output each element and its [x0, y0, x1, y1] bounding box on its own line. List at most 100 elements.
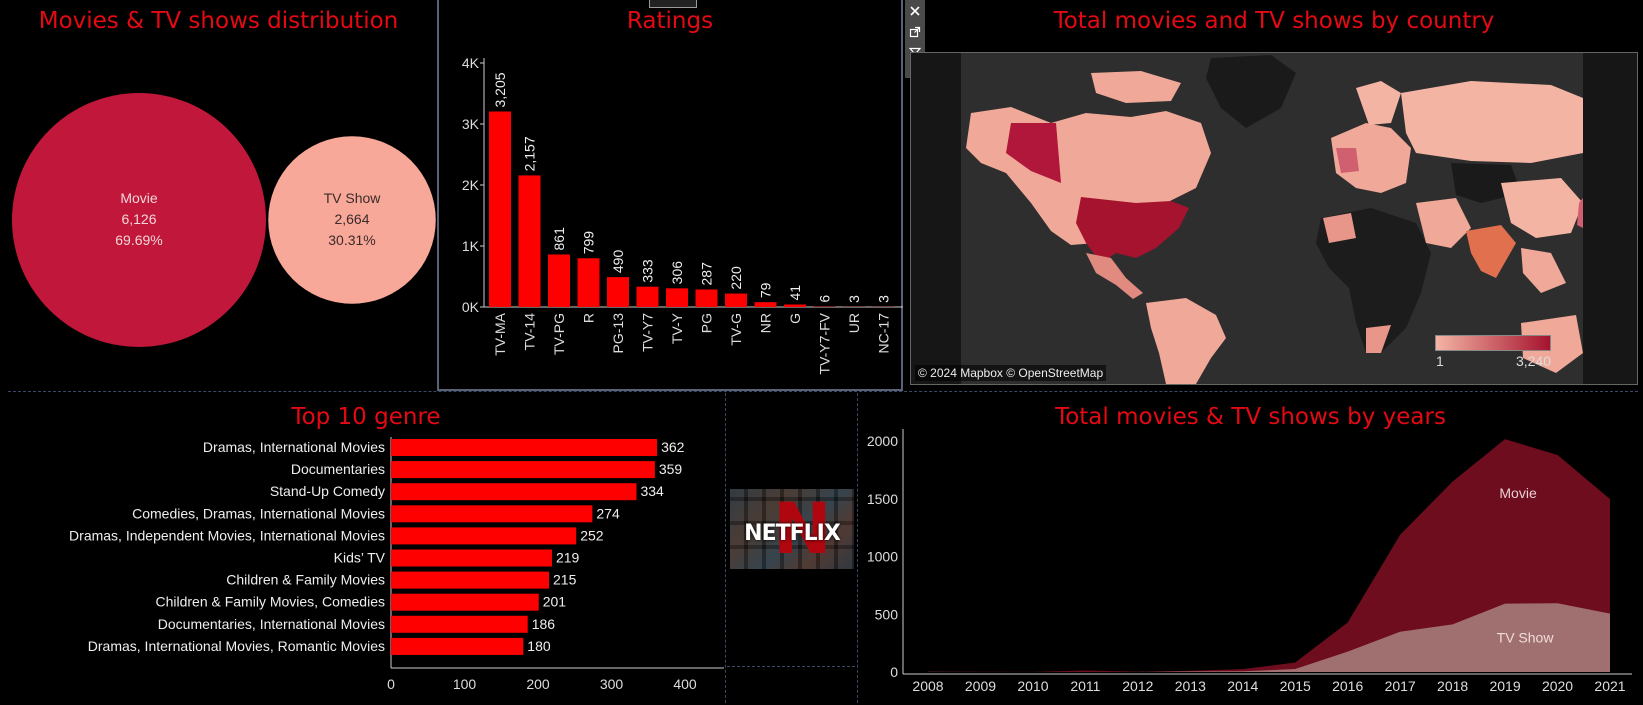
ratings-category-label: TV-Y7-FV: [817, 312, 833, 374]
genre-panel: Top 10 genre Dramas, International Movie…: [0, 393, 725, 705]
years-xtick: 2017: [1385, 678, 1416, 694]
map-legend: 1 3,240: [1435, 335, 1551, 369]
ratings-value-label: 3: [876, 295, 892, 303]
genre-value-label: 274: [596, 505, 620, 521]
bubble-percent-tv-show: 30.31%: [328, 232, 375, 248]
genre-value-label: 252: [580, 527, 604, 543]
genre-category-label: Dramas, Independent Movies, Internationa…: [69, 527, 385, 543]
bubble-chart: Movie 6,126 69.69% TV Show 2,664 30.31%: [12, 93, 436, 347]
years-xtick: 2009: [965, 678, 996, 694]
ratings-category-label: UR: [846, 313, 862, 333]
genre-chart: Dramas, International Movies 362 Documenta…: [69, 437, 724, 692]
world-map[interactable]: [911, 53, 1637, 384]
years-xtick: 2012: [1122, 678, 1153, 694]
ratings-frame[interactable]: [437, 0, 903, 391]
ratings-category-label: TV-G: [728, 313, 744, 346]
genre-xtick: 0: [387, 676, 395, 692]
distribution-title: Movies & TV shows distribution: [38, 8, 399, 34]
years-xtick: 2011: [1070, 678, 1100, 694]
bubble-value-tv-show: 2,664: [334, 211, 369, 227]
genre-category-label: Children & Family Movies, Comedies: [155, 594, 385, 610]
ratings-category-label: PG: [699, 313, 715, 333]
bubble-label-tv-show: TV Show: [324, 190, 382, 206]
ratings-bar: [518, 175, 541, 307]
series-label-movie: Movie: [1499, 485, 1537, 501]
genre-category-label: Stand-Up Comedy: [270, 483, 385, 499]
ratings-panel: Ratings 0K 1K 2K 3K 4K 3,205 TV-MA 2,157 TV-14 86…: [437, 0, 903, 390]
years-xtick: 2020: [1542, 678, 1573, 694]
genre-bar: [391, 439, 658, 456]
genre-bar: [391, 527, 577, 545]
ratings-bar: [784, 304, 806, 307]
bubble-label-movie: Movie: [120, 190, 158, 206]
years-ytick: 0: [890, 664, 898, 680]
genre-title: Top 10 genre: [291, 404, 441, 430]
ratings-value-label: 3,205: [492, 72, 508, 107]
ratings-drag-handle[interactable]: [649, 0, 697, 8]
genre-category-label: Dramas, International Movies, Romantic M…: [88, 638, 385, 654]
ratings-category-label: G: [787, 313, 803, 324]
ratings-value-label: 6: [817, 295, 833, 303]
bubble-tv-show: [268, 136, 436, 304]
genre-xtick: 400: [673, 676, 697, 692]
years-xtick: 2021: [1594, 678, 1625, 694]
ratings-ytick: 4K: [462, 55, 480, 71]
ratings-bar: [754, 302, 777, 307]
years-chart: 0 500 1000 1500 2000 2008 2009 2010 2011 2012 2013…: [867, 429, 1632, 694]
ratings-value-label: 490: [610, 250, 626, 274]
ratings-category-label: PG-13: [610, 313, 626, 354]
ratings-category-label: TV-PG: [551, 313, 567, 355]
years-ytick: 1500: [867, 491, 898, 507]
ratings-ytick: 2K: [462, 177, 480, 193]
map-attribution[interactable]: © 2024 Mapbox © OpenStreetMap: [915, 365, 1107, 381]
years-xtick: 2008: [912, 678, 943, 694]
ratings-bar: [666, 288, 688, 307]
country-panel: Total movies and TV shows by country: [905, 0, 1643, 390]
ratings-category-label: NC-17: [876, 313, 892, 354]
netflix-logo: N NETFLIX: [730, 489, 854, 569]
genre-xtick: 200: [526, 676, 550, 692]
ratings-bar: [489, 111, 511, 308]
ratings-value-label: 220: [728, 266, 744, 290]
ratings-bar: [577, 258, 600, 307]
movie-area: [928, 439, 1610, 672]
ratings-value-label: 861: [551, 227, 567, 251]
ratings-category-label: TV-Y7: [640, 313, 656, 352]
ratings-category-label: R: [581, 313, 597, 323]
ratings-bar: [548, 254, 570, 307]
years-title: Total movies & TV shows by years: [1055, 404, 1446, 430]
ratings-category-label: TV-14: [522, 313, 538, 351]
genre-xtick: 100: [453, 676, 477, 692]
divider-genre-logo: [725, 393, 726, 703]
years-xtick: 2015: [1280, 678, 1311, 694]
genre-value-label: 362: [661, 439, 685, 455]
ratings-title: Ratings: [626, 8, 714, 34]
ratings-ytick: 0K: [462, 299, 480, 315]
genre-bar: [391, 637, 524, 655]
genre-bar: [391, 615, 528, 633]
ratings-category-label: NR: [758, 313, 774, 333]
country-map[interactable]: © 2024 Mapbox © OpenStreetMap 1 3,240: [910, 52, 1638, 385]
ratings-value-label: 287: [699, 262, 715, 286]
genre-bar: [391, 571, 550, 589]
years-ytick: 500: [875, 606, 899, 622]
genre-xtick: 300: [600, 676, 624, 692]
genre-category-label: Comedies, Dramas, International Movies: [132, 505, 385, 521]
years-xtick: 2016: [1332, 678, 1363, 694]
genre-category-label: Documentaries, International Movies: [158, 616, 385, 632]
genre-value-label: 201: [543, 594, 567, 610]
years-xtick: 2018: [1437, 678, 1468, 694]
years-ytick: 1000: [867, 549, 898, 565]
open-external-icon[interactable]: [905, 21, 925, 42]
legend-min-label: 1: [1436, 353, 1444, 369]
ratings-category-label: TV-MA: [492, 312, 508, 355]
years-ytick: 2000: [867, 433, 898, 449]
genre-bar: [391, 593, 539, 611]
ratings-value-label: 79: [758, 282, 774, 298]
years-panel: Total movies & TV shows by years 0 500 100…: [858, 393, 1643, 705]
years-xtick: 2013: [1175, 678, 1206, 694]
ratings-value-label: 2,157: [522, 136, 538, 171]
close-icon[interactable]: [905, 0, 925, 21]
genre-category-label: Documentaries: [291, 461, 385, 477]
ratings-value-label: 3: [846, 295, 862, 303]
